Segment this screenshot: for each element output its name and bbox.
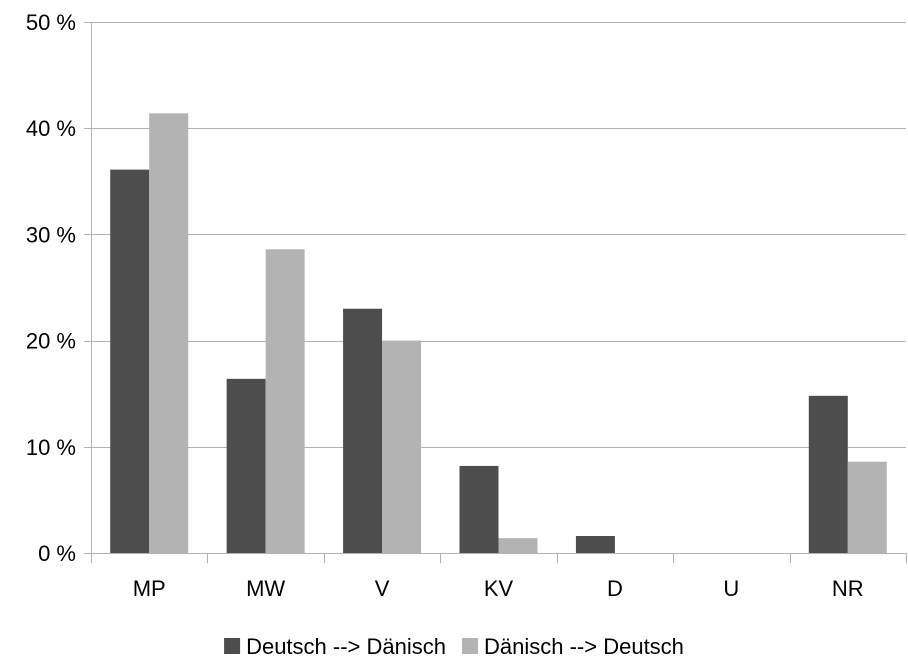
legend-swatch xyxy=(462,638,478,654)
legend-label: Dänisch --> Deutsch xyxy=(484,634,684,659)
legend-item-1: Deutsch --> Dänisch xyxy=(224,634,446,659)
x-tick-label: D xyxy=(607,576,623,601)
bar-series-2-mw xyxy=(265,249,305,553)
bar-series-1-d xyxy=(575,536,615,553)
x-tick-label: MP xyxy=(133,576,166,601)
bar-series-2-nr xyxy=(847,461,887,553)
bar-series-1-mp xyxy=(110,169,150,554)
y-tick-label: 0 % xyxy=(38,541,76,566)
y-tick-label: 30 % xyxy=(26,222,76,247)
bar-series-1-mw xyxy=(226,378,266,553)
bar-series-2-mp xyxy=(149,113,189,553)
legend: Deutsch --> Dänisch Dänisch --> Deutsch xyxy=(224,634,684,659)
gridlines xyxy=(91,22,906,448)
axes xyxy=(84,22,907,563)
legend-item-2: Dänisch --> Deutsch xyxy=(462,634,684,659)
bar-series-2-kv xyxy=(498,538,538,553)
legend-label: Deutsch --> Dänisch xyxy=(246,634,446,659)
y-tick-label: 20 % xyxy=(26,329,76,354)
bar-series-1-v xyxy=(343,308,383,553)
bar-series-1-nr xyxy=(808,395,848,553)
y-tick-label: 50 % xyxy=(26,10,76,35)
y-tick-label: 10 % xyxy=(26,435,76,460)
y-axis-tick-labels: 0 % 10 % 20 % 30 % 40 % 50 % xyxy=(26,10,76,566)
x-tick-label: NR xyxy=(832,576,864,601)
x-tick-label: V xyxy=(375,576,390,601)
y-tick-label: 40 % xyxy=(26,116,76,141)
x-tick-label: MW xyxy=(246,576,285,601)
legend-swatch xyxy=(224,638,241,654)
bars xyxy=(110,113,887,554)
bar-series-2-v xyxy=(382,340,422,553)
x-tick-label: U xyxy=(723,576,739,601)
x-axis-tick-labels: MP MW V KV D U NR xyxy=(133,576,864,601)
bar-series-1-kv xyxy=(459,465,499,553)
x-tick-label: KV xyxy=(484,576,514,601)
